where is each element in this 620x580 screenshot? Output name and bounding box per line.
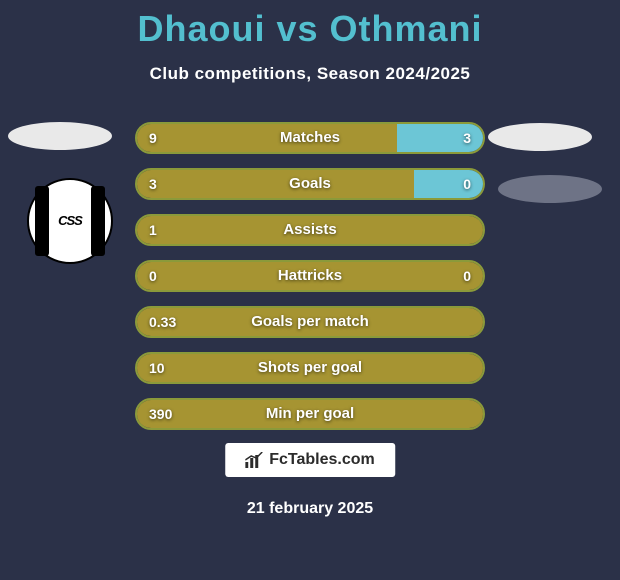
stat-bar: Goals per match0.33: [135, 306, 485, 338]
stat-bar: Shots per goal10: [135, 352, 485, 384]
stat-bar-label: Assists: [137, 216, 483, 244]
stat-bar: Goals3 0: [135, 168, 485, 200]
stat-bars: Matches93Goals30Assists1Hattricks00Goals…: [135, 122, 485, 444]
chart-icon: [245, 452, 263, 468]
stat-bar-right-value: 0: [463, 170, 471, 198]
stat-bar-label: Matches: [137, 124, 483, 152]
left-team-ellipse: [8, 122, 112, 150]
stat-bar: Matches9 3: [135, 122, 485, 154]
stat-bar-left-value: 1: [149, 216, 157, 244]
stat-bar-right-value: 0: [463, 262, 471, 290]
stat-bar-right-value: 3: [463, 124, 471, 152]
stat-bar-label: Shots per goal: [137, 354, 483, 382]
stat-bar-left-value: 390: [149, 400, 172, 428]
css-badge-text: CSS: [45, 192, 94, 249]
stat-bar-left-value: 10: [149, 354, 165, 382]
stat-bar-left-value: 9: [149, 124, 157, 152]
date-text: 21 february 2025: [0, 500, 620, 518]
left-team-badge: CSS: [27, 178, 113, 264]
subtitle: Club competitions, Season 2024/2025: [0, 64, 620, 84]
stat-bar-label: Hattricks: [137, 262, 483, 290]
page-title: Dhaoui vs Othmani: [0, 0, 620, 50]
stat-bar-left-value: 0: [149, 262, 157, 290]
stat-bar: Assists1: [135, 214, 485, 246]
watermark-text: FcTables.com: [269, 451, 375, 469]
stat-bar: Min per goal390: [135, 398, 485, 430]
stat-bar-label: Min per goal: [137, 400, 483, 428]
right-team-ellipse-2: [498, 175, 602, 203]
stat-bar-label: Goals per match: [137, 308, 483, 336]
stat-bar-label: Goals: [137, 170, 483, 198]
stat-bar-left-value: 0.33: [149, 308, 176, 336]
stat-bar-left-value: 3: [149, 170, 157, 198]
watermark: FcTables.com: [225, 443, 395, 477]
stat-bar: Hattricks0 0: [135, 260, 485, 292]
comparison-card: Dhaoui vs Othmani Club competitions, Sea…: [0, 0, 620, 580]
right-team-ellipse-1: [488, 123, 592, 151]
